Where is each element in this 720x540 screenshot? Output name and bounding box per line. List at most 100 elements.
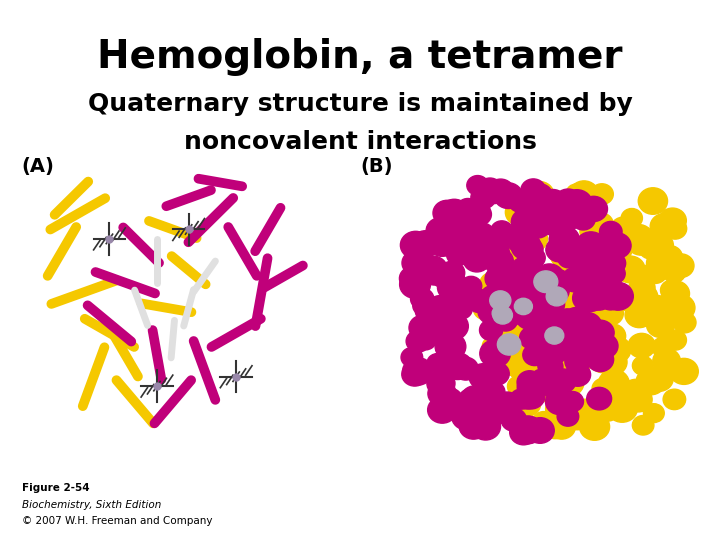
Circle shape [460,276,482,296]
Circle shape [592,378,616,400]
Circle shape [539,269,562,291]
Circle shape [576,197,598,216]
Circle shape [534,291,564,318]
Circle shape [575,247,599,269]
Circle shape [526,368,548,388]
Circle shape [599,289,622,310]
Circle shape [564,340,590,363]
Circle shape [585,285,613,310]
Circle shape [566,247,591,270]
Circle shape [515,416,541,441]
Circle shape [596,276,619,296]
Circle shape [406,244,431,267]
Point [151,382,163,390]
Circle shape [584,333,608,354]
Circle shape [571,208,595,230]
Circle shape [597,401,618,421]
Circle shape [664,218,687,239]
Circle shape [517,383,545,409]
Circle shape [566,338,597,366]
Circle shape [534,271,558,293]
Text: Quaternary structure is maintained by: Quaternary structure is maintained by [88,92,632,116]
Circle shape [537,207,564,231]
Circle shape [530,369,555,392]
Circle shape [400,231,431,259]
Circle shape [435,237,456,256]
Circle shape [503,245,528,268]
Circle shape [505,199,535,226]
Circle shape [511,326,533,346]
Circle shape [603,233,631,259]
Circle shape [551,243,579,268]
Circle shape [544,348,570,372]
Circle shape [649,242,674,264]
Circle shape [565,350,590,373]
Circle shape [426,218,455,244]
Circle shape [602,253,626,274]
Circle shape [578,314,604,338]
Circle shape [590,333,618,359]
Circle shape [607,395,637,422]
Circle shape [526,417,554,443]
Circle shape [670,359,698,384]
Circle shape [495,227,516,246]
Circle shape [541,212,567,235]
Circle shape [480,340,510,367]
Circle shape [473,298,498,320]
Circle shape [612,396,637,419]
Circle shape [505,294,533,319]
Circle shape [544,344,566,364]
Circle shape [640,295,671,323]
Circle shape [544,337,572,363]
Circle shape [644,232,673,259]
Circle shape [436,388,459,410]
Circle shape [578,248,603,271]
Circle shape [595,255,621,279]
Circle shape [499,268,520,287]
Circle shape [485,267,511,291]
Circle shape [478,298,508,325]
Circle shape [562,267,589,292]
Circle shape [474,399,505,427]
Circle shape [522,202,545,223]
Circle shape [668,254,694,278]
Circle shape [482,336,504,356]
Circle shape [568,304,596,330]
Circle shape [653,348,680,374]
Circle shape [570,265,595,287]
Circle shape [415,314,442,338]
Circle shape [498,334,521,355]
Text: Biochemistry, Sixth Edition: Biochemistry, Sixth Edition [22,500,161,510]
Circle shape [484,248,513,275]
Circle shape [566,184,587,203]
Circle shape [645,366,673,392]
Circle shape [541,373,570,399]
Text: Hemoglobin, a tetramer: Hemoglobin, a tetramer [97,38,623,76]
Circle shape [580,221,603,242]
Circle shape [650,214,678,239]
Circle shape [525,181,554,207]
Circle shape [587,320,614,345]
Circle shape [542,207,572,234]
Circle shape [480,320,503,341]
Circle shape [623,379,648,402]
Circle shape [587,347,613,372]
Text: noncovalent interactions: noncovalent interactions [184,130,536,153]
Circle shape [652,337,675,358]
Circle shape [451,235,477,258]
Circle shape [616,256,645,283]
Text: © 2007 W.H. Freeman and Company: © 2007 W.H. Freeman and Company [22,516,212,526]
Circle shape [471,186,496,209]
Circle shape [451,357,475,378]
Circle shape [496,305,523,329]
Circle shape [644,404,665,423]
Circle shape [511,257,539,281]
Circle shape [643,261,667,284]
Circle shape [538,190,567,217]
Circle shape [550,228,574,249]
Circle shape [585,276,614,302]
Circle shape [490,275,518,300]
Circle shape [527,184,552,207]
Circle shape [558,248,579,268]
Circle shape [449,397,472,418]
